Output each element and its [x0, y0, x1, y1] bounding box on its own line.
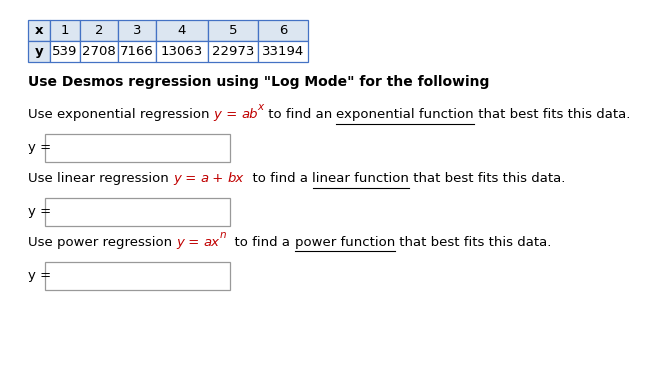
Bar	[118, 41, 156, 62]
Text: y: y	[176, 236, 184, 249]
Text: y: y	[35, 45, 43, 58]
Bar	[118, 20, 156, 41]
Text: Use exponential regression: Use exponential regression	[28, 108, 214, 121]
Text: y: y	[173, 172, 181, 185]
Text: to find a: to find a	[244, 172, 313, 185]
Text: linear function: linear function	[313, 172, 409, 185]
Text: Use power regression: Use power regression	[28, 236, 176, 249]
Text: Use Desmos regression using "Log Mode" for the following: Use Desmos regression using "Log Mode" f…	[28, 75, 490, 89]
Bar	[80, 20, 118, 41]
Text: y =: y =	[28, 141, 51, 155]
Text: that best fits this data.: that best fits this data.	[409, 172, 566, 185]
Bar	[156, 20, 208, 41]
Bar	[208, 20, 258, 41]
Text: power function: power function	[295, 236, 395, 249]
Bar	[258, 20, 308, 41]
Text: that best fits this data.: that best fits this data.	[395, 236, 551, 249]
Text: =: =	[184, 236, 204, 249]
Text: y: y	[214, 108, 222, 121]
Text: 33194: 33194	[262, 45, 304, 58]
Bar	[45, 198, 230, 226]
Bar	[258, 41, 308, 62]
Text: y =: y =	[28, 269, 51, 282]
Bar	[28, 41, 50, 62]
Bar	[208, 41, 258, 62]
Text: 13063: 13063	[161, 45, 203, 58]
Bar	[50, 41, 80, 62]
Text: 1: 1	[61, 24, 69, 37]
Bar	[50, 20, 80, 41]
Bar	[80, 41, 118, 62]
Text: n: n	[220, 230, 226, 240]
Text: to find a: to find a	[226, 236, 295, 249]
Text: =: =	[181, 172, 201, 185]
Text: 4: 4	[178, 24, 186, 37]
Text: =: =	[222, 108, 241, 121]
Text: a: a	[201, 172, 209, 185]
Text: exponential function: exponential function	[336, 108, 474, 121]
Text: x: x	[258, 102, 264, 111]
Text: 7166: 7166	[120, 45, 154, 58]
Bar	[28, 20, 50, 41]
Text: 5: 5	[229, 24, 238, 37]
Text: ax: ax	[204, 236, 220, 249]
Text: 22973: 22973	[212, 45, 254, 58]
Text: 6: 6	[279, 24, 287, 37]
Text: +: +	[209, 172, 228, 185]
Text: 2: 2	[95, 24, 103, 37]
Text: 2708: 2708	[82, 45, 116, 58]
Text: to find an: to find an	[264, 108, 336, 121]
Text: x: x	[35, 24, 43, 37]
Text: y =: y =	[28, 205, 51, 219]
Text: ab: ab	[241, 108, 258, 121]
Bar	[45, 262, 230, 290]
Text: 539: 539	[53, 45, 78, 58]
Bar	[45, 134, 230, 162]
Text: 3: 3	[133, 24, 141, 37]
Bar	[156, 41, 208, 62]
Text: that best fits this data.: that best fits this data.	[474, 108, 630, 121]
Text: bx: bx	[228, 172, 244, 185]
Text: Use linear regression: Use linear regression	[28, 172, 173, 185]
